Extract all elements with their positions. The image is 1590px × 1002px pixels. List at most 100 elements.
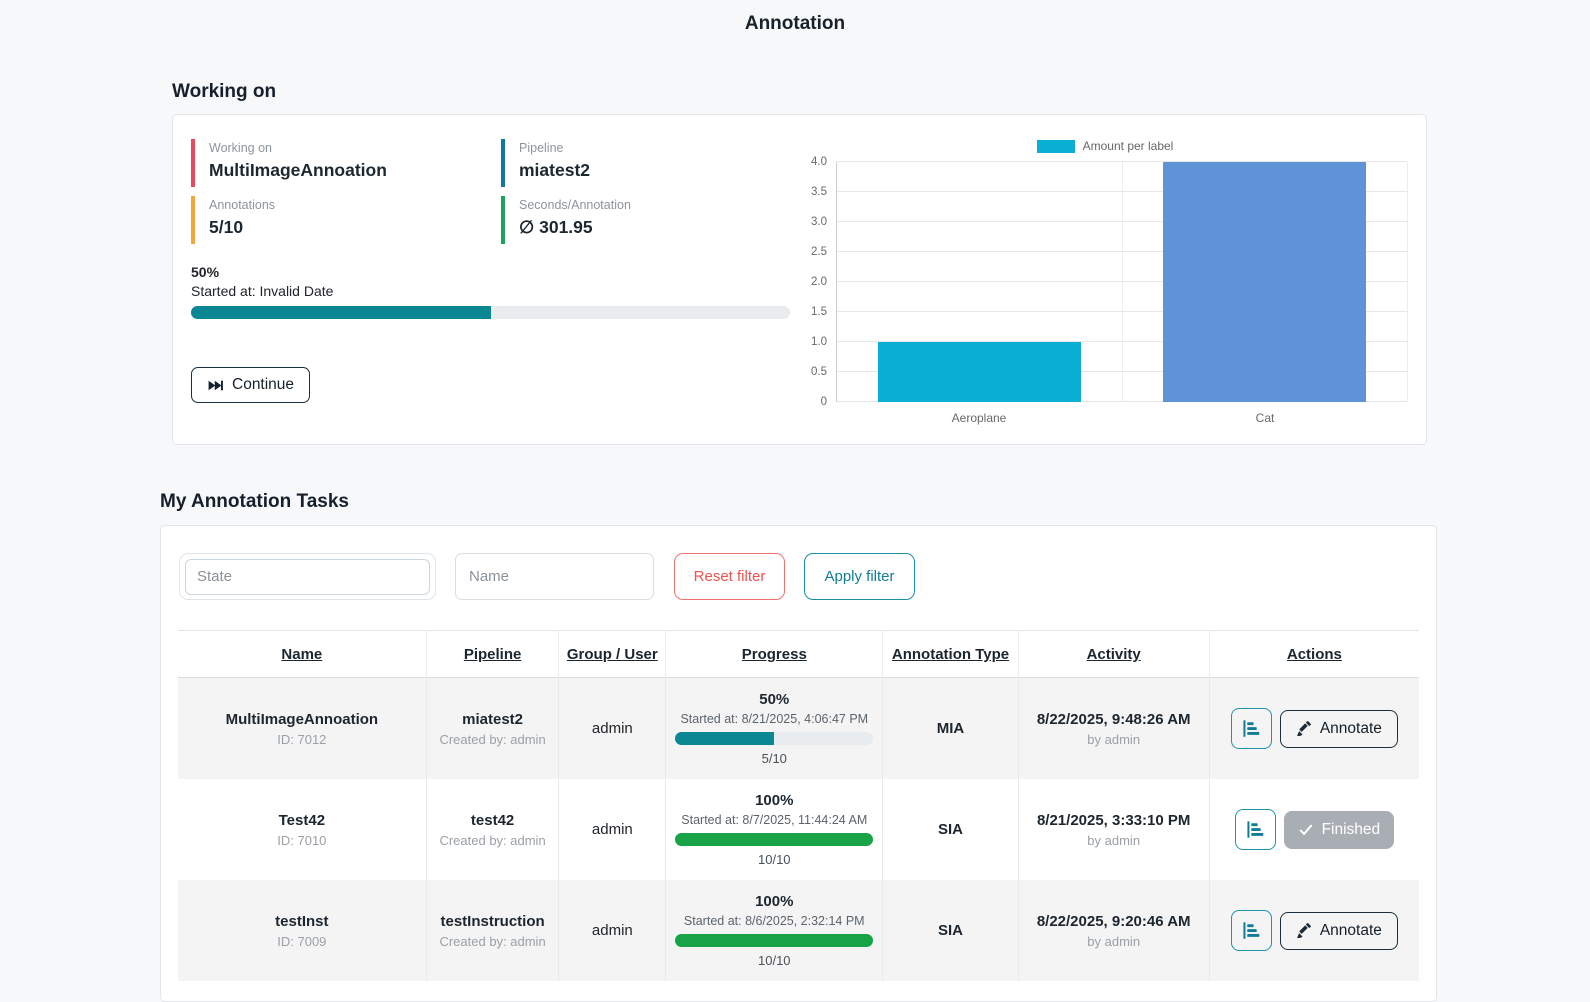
task-name: testInst: [275, 912, 329, 930]
task-statistics-button[interactable]: [1230, 910, 1272, 951]
finished-button[interactable]: Finished: [1283, 810, 1395, 849]
task-started-at: Started at: 8/6/2025, 2:32:14 PM: [683, 914, 865, 928]
legend-swatch: [1036, 139, 1075, 153]
task-group-user: admin: [591, 720, 633, 737]
name-filter-input[interactable]: [455, 553, 654, 600]
column-header-activity[interactable]: Activity: [1018, 630, 1210, 678]
stat-label: Pipeline: [519, 141, 564, 155]
chart-y-axis: 0 0.5 1.0 1.5 2.0 2.5 3.0 3.5 4.0: [802, 156, 836, 408]
task-progress-percent: 100%: [755, 893, 794, 910]
task-id: ID: 7010: [277, 832, 327, 848]
task-progress-fill: [675, 732, 775, 745]
amount-per-label-chart: Amount per label 0 0.5 1.0 1.5 2.0 2.5 3.0 3.5 4…: [802, 139, 1408, 425]
task-group-user: admin: [591, 821, 633, 838]
column-header-group-user[interactable]: Group / User: [558, 630, 667, 678]
task-activity-by: by admin: [1087, 933, 1141, 949]
annotate-button-label: Annotate: [1319, 921, 1382, 939]
gridline: [837, 401, 1407, 402]
y-tick-label: 1.0: [811, 336, 827, 348]
tasks-card: State Reset filter Apply filter Name Pip…: [160, 525, 1437, 1002]
table-row: testInst ID: 7009 testInstruction Created b…: [178, 880, 1419, 981]
annotate-button[interactable]: Annotate: [1279, 911, 1398, 950]
y-tick-label: 3.0: [811, 216, 827, 228]
task-statistics-button[interactable]: [1230, 708, 1272, 749]
task-activity-time: 8/22/2025, 9:48:26 AM: [1036, 710, 1191, 728]
task-progress-fill: [675, 934, 874, 947]
stat-label: Seconds/Annotation: [519, 198, 631, 212]
table-row: Test42 ID: 7010 test42 Created by: admin adm…: [178, 779, 1419, 880]
annotate-button-label: Annotate: [1319, 719, 1382, 737]
state-filter-select[interactable]: State: [179, 553, 436, 600]
stat-label: Working on: [209, 141, 272, 155]
table-row: MultiImageAnnoation ID: 7012 miatest2 Creat…: [178, 677, 1419, 779]
column-header-name[interactable]: Name: [178, 630, 427, 678]
column-header-pipeline[interactable]: Pipeline: [426, 630, 560, 678]
task-pipeline: test42: [470, 811, 515, 829]
task-actions: Finished: [1216, 809, 1413, 850]
task-progress-fraction: 10/10: [758, 852, 791, 867]
column-header-progress[interactable]: Progress: [665, 630, 884, 678]
task-activity-time: 8/22/2025, 9:20:46 AM: [1036, 912, 1191, 930]
y-tick-label: 3.5: [811, 186, 827, 198]
gridline: [837, 251, 1407, 252]
bar-chart-icon: [1242, 921, 1261, 940]
stat-pipeline: Pipeline miatest2: [501, 139, 790, 187]
y-tick-label: 4.0: [811, 156, 827, 168]
task-progress-percent: 50%: [759, 691, 790, 708]
task-progress-bar: [675, 732, 874, 745]
task-group-user: admin: [591, 922, 633, 939]
stat-label: Annotations: [209, 198, 276, 212]
working-started-at: Started at: Invalid Date: [191, 283, 334, 299]
gridline: [837, 281, 1407, 282]
chart-bar-cat: [1163, 162, 1366, 402]
task-progress-fraction: 10/10: [758, 953, 791, 968]
bar-chart-icon: [1246, 820, 1265, 839]
chart-category-slot: [837, 162, 1122, 402]
task-activity-time: 8/21/2025, 3:33:10 PM: [1036, 811, 1191, 829]
task-progress-fraction: 5/10: [761, 751, 787, 766]
continue-button-label: Continue: [232, 376, 295, 393]
skip-forward-icon: [207, 377, 224, 394]
chart-category-slot: [1122, 162, 1407, 402]
chart-plot: [836, 161, 1408, 402]
column-header-actions[interactable]: Actions: [1286, 646, 1342, 663]
stat-seconds-per-annotation: Seconds/Annotation ∅ 301.95: [501, 196, 790, 244]
task-created-by: Created by: admin: [439, 933, 546, 949]
y-tick-label: 0.5: [811, 366, 827, 378]
working-progress-bar: [191, 306, 790, 319]
y-tick-label: 2.5: [811, 246, 827, 258]
x-category-label: Cat: [1255, 411, 1275, 425]
working-on-summary: Working on MultiImageAnnoation Pipeline …: [191, 139, 790, 424]
pencil-icon: [1296, 721, 1311, 736]
reset-filter-button[interactable]: Reset filter: [674, 553, 785, 600]
state-filter-value: State: [185, 558, 430, 595]
task-progress-bar: [675, 833, 874, 846]
x-category-label: Aeroplane: [951, 411, 1007, 425]
task-created-by: Created by: admin: [439, 731, 546, 747]
task-annotation-type: SIA: [937, 922, 963, 939]
page-title: Annotation: [744, 13, 846, 34]
working-on-card: Working on MultiImageAnnoation Pipeline …: [172, 114, 1427, 445]
gridline: [837, 191, 1407, 192]
stat-value: 5/10: [209, 216, 244, 237]
bar-chart-icon: [1242, 719, 1261, 738]
task-actions: Annotate: [1216, 708, 1413, 749]
gridline: [837, 161, 1407, 162]
task-created-by: Created by: admin: [439, 832, 546, 848]
apply-filter-button[interactable]: Apply filter: [804, 553, 915, 600]
task-statistics-button[interactable]: [1234, 809, 1276, 850]
stat-value: MultiImageAnnoation: [209, 159, 387, 180]
annotate-button[interactable]: Annotate: [1279, 709, 1398, 748]
continue-button[interactable]: Continue: [191, 367, 311, 403]
task-activity-by: by admin: [1087, 731, 1141, 747]
tasks-table: Name Pipeline Group / User Progress Anno…: [178, 630, 1419, 981]
task-name: Test42: [278, 811, 326, 829]
legend-label: Amount per label: [1082, 139, 1174, 153]
column-header-annotation-type[interactable]: Annotation Type: [882, 630, 1019, 678]
tasks-table-body: MultiImageAnnoation ID: 7012 miatest2 Creat…: [178, 677, 1419, 981]
task-pipeline: miatest2: [462, 710, 524, 728]
task-id: ID: 7009: [277, 933, 327, 949]
task-started-at: Started at: 8/21/2025, 4:06:47 PM: [680, 712, 869, 726]
working-on-heading: Working on: [172, 81, 277, 102]
working-progress-fill: [191, 306, 491, 319]
